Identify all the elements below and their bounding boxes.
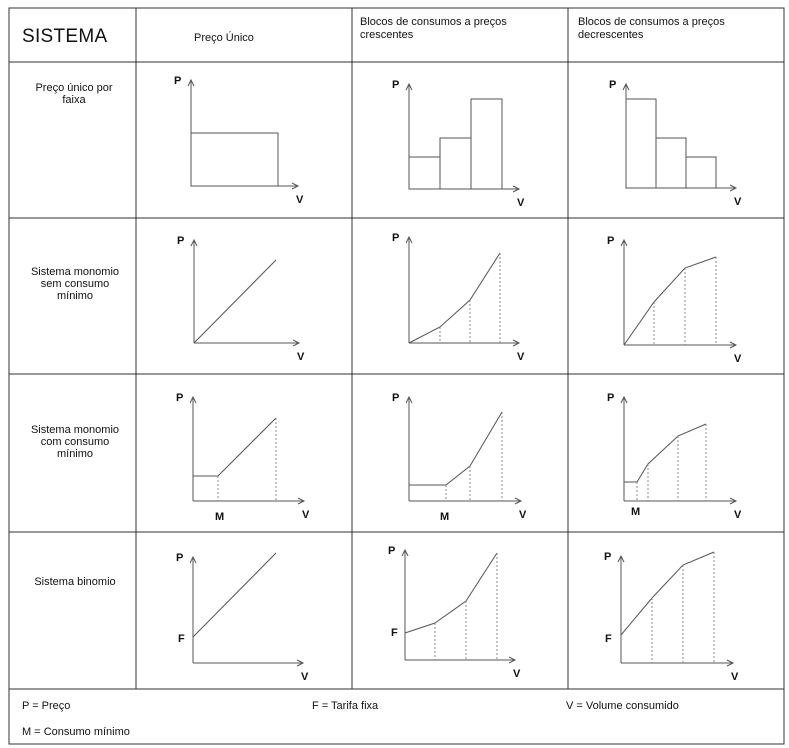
axis-label-v: V (734, 196, 742, 208)
minimum-then-decreasing-curve (624, 423, 707, 483)
marker-m-col1: M (215, 511, 224, 523)
x-axis-arrow (729, 184, 738, 192)
axis-label-p: P (392, 79, 399, 91)
x-axis-arrow (508, 656, 517, 664)
legend-tarifa-fixa: F = Tarifa fixa (312, 700, 379, 712)
y-axis-arrow (189, 555, 197, 564)
x-axis-arrow (291, 182, 300, 190)
axis-label-p: P (607, 392, 614, 404)
table-border (8, 7, 785, 745)
y-axis-arrow (405, 82, 413, 91)
minimum-then-increasing-curve (409, 411, 503, 486)
increasing-price-curve (408, 252, 501, 344)
axis-label-v: V (734, 509, 742, 521)
axis-label-v: V (301, 671, 309, 683)
y-axis-arrow (405, 235, 413, 244)
axis-label-p: P (176, 552, 183, 564)
axis-label-v: V (513, 668, 521, 680)
marker-f-col2: F (391, 627, 398, 639)
axis-label-p: P (392, 392, 399, 404)
y-axis-arrow (620, 395, 628, 404)
axis-label-v: V (734, 353, 742, 365)
increasing-block-2 (439, 137, 472, 190)
axis-label-p: P (388, 545, 395, 557)
y-axis-arrow (189, 395, 197, 404)
y-axis-arrow (622, 82, 630, 91)
x-axis-arrow (729, 341, 738, 349)
axis-label-p: P (176, 392, 183, 404)
x-axis-arrow (729, 497, 738, 505)
fixed-fee-linear-line (192, 552, 277, 638)
x-axis-arrow (296, 659, 305, 667)
row-label-preco-unico-faixa: Preço único por faixa (35, 82, 113, 106)
legend-volume: V = Volume consumido (566, 700, 679, 712)
column-header-preco-unico: Preço Único (194, 32, 254, 44)
decreasing-block-1 (625, 98, 657, 189)
increasing-block-3 (470, 98, 503, 190)
row-label-monomio-com-minimo: Sistema monomio com consumo mínimo (30, 424, 120, 460)
axis-label-v: V (297, 351, 305, 363)
y-axis-arrow (405, 395, 413, 404)
axis-label-p: P (177, 235, 184, 247)
axis-label-v: V (296, 194, 304, 206)
single-price-block (190, 132, 279, 187)
corner-header: SISTEMA (22, 26, 108, 47)
decreasing-price-curve (623, 256, 717, 346)
marker-m-col2: M (440, 511, 449, 523)
legend-consumo-minimo: M = Consumo mínimo (22, 726, 130, 738)
axis-label-v: V (731, 671, 739, 683)
row-label-binomio: Sistema binomio (34, 576, 116, 588)
axis-label-v: V (517, 197, 525, 209)
column-header-precos-decrescentes: Blocos de consumos a preços decrescentes (578, 16, 725, 41)
fixed-fee-increasing-curve (404, 552, 498, 634)
x-axis-arrow (512, 339, 521, 347)
y-axis-arrow (620, 238, 628, 247)
marker-f-col1: F (178, 633, 185, 645)
x-axis-arrow (514, 497, 523, 505)
marker-f-col3: F (605, 633, 612, 645)
y-axis-arrow (187, 78, 195, 87)
x-axis-arrow (292, 339, 301, 347)
axis-label-p: P (607, 235, 614, 247)
x-axis-arrow (297, 497, 306, 505)
y-axis-arrow (617, 554, 625, 563)
decreasing-block-3 (685, 156, 717, 189)
row-label-monomio-sem-minimo: Sistema monomio sem consumo mínimo (30, 266, 120, 302)
axis-label-v: V (519, 509, 527, 521)
x-axis-arrow (726, 659, 735, 667)
linear-price-line (193, 259, 277, 344)
y-axis-arrow (190, 238, 198, 247)
decreasing-block-2 (655, 137, 687, 189)
x-axis-arrow (512, 185, 521, 193)
axis-label-p: P (609, 79, 616, 91)
marker-m-col3: M (631, 506, 640, 518)
legend-preco: P = Preço (22, 700, 71, 712)
axis-label-p: P (392, 232, 399, 244)
axis-label-v: V (517, 351, 525, 363)
increasing-block-1 (408, 156, 441, 190)
axis-label-v: V (302, 509, 310, 521)
axis-label-p: P (604, 551, 611, 563)
y-axis-arrow (401, 548, 409, 557)
fixed-fee-decreasing-curve (620, 551, 715, 636)
axis-label-p: P (174, 75, 181, 87)
column-header-precos-crescentes: Blocos de consumos a preços crescentes (360, 16, 507, 41)
minimum-then-linear-line (193, 417, 277, 477)
